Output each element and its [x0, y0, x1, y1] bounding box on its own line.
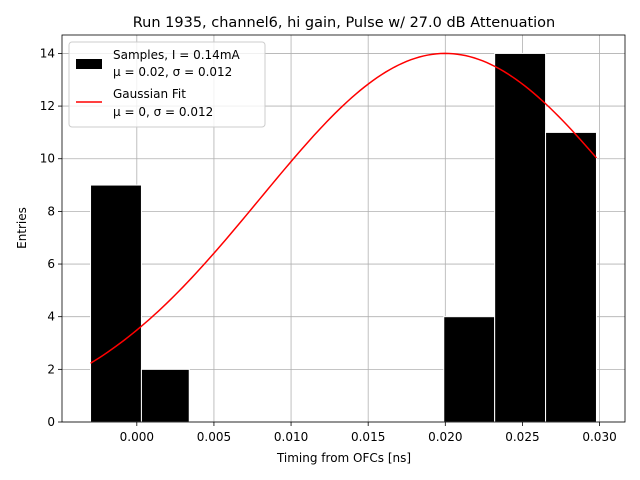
x-tick-label: 0.010 — [274, 430, 308, 444]
legend-histogram-label: Samples, I = 0.14mA — [113, 48, 241, 62]
x-tick-label: 0.000 — [120, 430, 154, 444]
y-tick-label: 6 — [47, 257, 55, 271]
histogram-bars — [90, 52, 597, 423]
histogram-bar — [443, 316, 496, 423]
x-tick-label: 0.030 — [582, 430, 616, 444]
legend-histogram-stats: μ = 0.02, σ = 0.012 — [113, 65, 232, 79]
histogram-bar — [90, 184, 142, 423]
x-axis-label: Timing from OFCs [ns] — [276, 451, 411, 465]
chart-title: Run 1935, channel6, hi gain, Pulse w/ 27… — [133, 15, 556, 31]
legend-fit-stats: μ = 0, σ = 0.012 — [113, 105, 213, 119]
y-axis-label: Entries — [15, 207, 29, 249]
y-tick-label: 12 — [40, 99, 55, 113]
y-tick-label: 2 — [47, 362, 55, 376]
y-tick-label: 0 — [47, 415, 55, 429]
gaussian-fit-line — [90, 52, 598, 364]
histogram-bar — [545, 131, 597, 423]
y-axis-ticks: 0 2 4 6 8 10 12 14 — [40, 46, 62, 429]
legend: Samples, I = 0.14mA μ = 0.02, σ = 0.012 … — [68, 41, 266, 128]
y-tick-label: 8 — [47, 204, 55, 218]
legend-histogram-swatch — [76, 59, 102, 69]
plot-frame — [61, 34, 626, 423]
legend-fit-label: Gaussian Fit — [113, 87, 186, 101]
x-tick-label: 0.025 — [505, 430, 539, 444]
x-tick-label: 0.005 — [197, 430, 231, 444]
histogram-bar — [494, 52, 547, 423]
y-tick-label: 10 — [40, 152, 55, 166]
x-tick-label: 0.020 — [428, 430, 462, 444]
x-axis-ticks: 0.000 0.005 0.010 0.015 0.020 0.025 0.030 — [120, 422, 617, 444]
x-tick-label: 0.015 — [351, 430, 385, 444]
legend-frame — [68, 41, 266, 128]
y-tick-label: 14 — [40, 46, 55, 60]
y-tick-label: 4 — [47, 310, 55, 324]
histogram-bar — [140, 368, 190, 423]
